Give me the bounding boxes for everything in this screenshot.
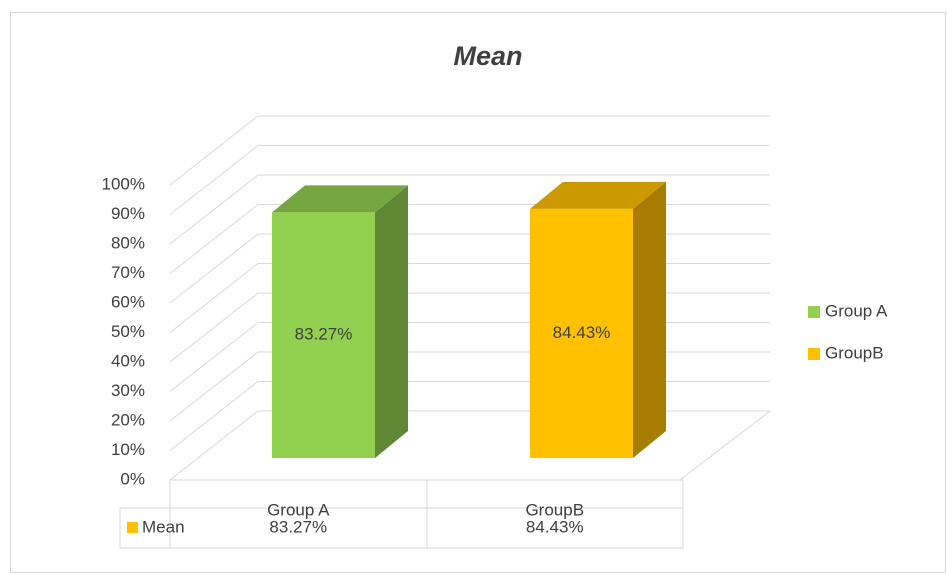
bar-side bbox=[375, 185, 408, 458]
floor-edge bbox=[679, 410, 771, 481]
y-tick-label: 100% bbox=[102, 174, 145, 193]
grid-line bbox=[169, 174, 770, 245]
bar-top bbox=[272, 185, 408, 213]
chart-title: Mean bbox=[453, 41, 522, 71]
bar-top bbox=[530, 181, 666, 209]
table-row-header: Mean bbox=[142, 517, 185, 536]
table-value: 83.27% bbox=[269, 517, 327, 536]
table-value-row bbox=[119, 507, 684, 549]
table-value: 84.43% bbox=[526, 517, 584, 536]
y-tick-label: 0% bbox=[120, 469, 145, 488]
bar bbox=[530, 208, 633, 458]
legend-key bbox=[808, 306, 820, 318]
table-category: Group A bbox=[267, 500, 330, 519]
legend-key bbox=[808, 348, 820, 360]
y-tick-label: 60% bbox=[111, 292, 145, 311]
y-tick-label: 70% bbox=[111, 263, 145, 282]
data-label: 83.27% bbox=[295, 325, 353, 344]
y-tick-label: 90% bbox=[111, 204, 145, 223]
legend-label: GroupB bbox=[825, 343, 884, 362]
y-tick-label: 50% bbox=[111, 322, 145, 341]
grid-line bbox=[169, 145, 770, 215]
bar-side bbox=[633, 181, 666, 458]
grid-line bbox=[169, 115, 770, 186]
y-tick-label: 10% bbox=[111, 440, 145, 459]
y-tick-label: 40% bbox=[111, 351, 145, 370]
y-tick-label: 30% bbox=[111, 381, 145, 400]
y-tick-label: 20% bbox=[111, 410, 145, 429]
legend-label: Group A bbox=[825, 301, 888, 320]
table-legend-key bbox=[127, 522, 138, 533]
y-tick-label: 80% bbox=[111, 233, 145, 252]
data-label: 84.43% bbox=[553, 323, 611, 342]
bar bbox=[272, 212, 375, 458]
table-category: GroupB bbox=[525, 500, 584, 519]
